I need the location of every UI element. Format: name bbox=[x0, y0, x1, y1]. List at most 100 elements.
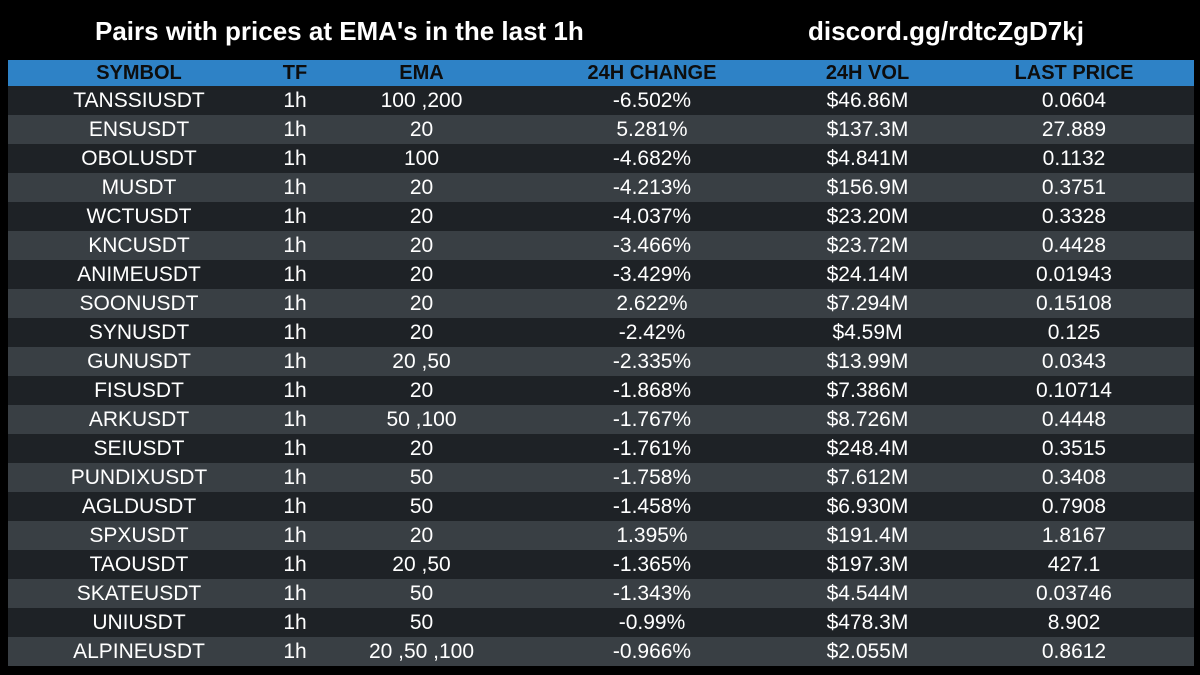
cell-tf: 1h bbox=[283, 610, 307, 634]
cell-24h-change: -1.758% bbox=[612, 465, 692, 489]
table-row[interactable]: ENSUSDT 1h 20 5.281% $137.3M 27.889 bbox=[8, 115, 1194, 144]
table-row[interactable]: OBOLUSDT 1h 100 -4.682% $4.841M 0.1132 bbox=[8, 144, 1194, 173]
column-header-last-price[interactable]: LAST PRICE bbox=[1014, 61, 1134, 84]
discord-link[interactable]: discord.gg/rdtcZgD7kj bbox=[808, 16, 1084, 46]
table-row[interactable]: ANIMEUSDT 1h 20 -3.429% $24.14M 0.01943 bbox=[8, 260, 1194, 289]
cell-last-price: 0.3751 bbox=[1041, 175, 1107, 199]
cell-24h-vol: $8.726M bbox=[826, 407, 909, 431]
cell-ema: 20 bbox=[409, 378, 434, 402]
cell-symbol: ENSUSDT bbox=[88, 117, 190, 141]
cell-tf: 1h bbox=[283, 465, 307, 489]
cell-24h-vol: $7.386M bbox=[826, 378, 909, 402]
cell-symbol: FISUSDT bbox=[94, 378, 184, 402]
cell-ema: 20 bbox=[409, 262, 434, 286]
cell-symbol: SPXUSDT bbox=[89, 523, 189, 547]
table-row[interactable]: KNCUSDT 1h 20 -3.466% $23.72M 0.4428 bbox=[8, 231, 1194, 260]
cell-ema: 20 bbox=[409, 523, 434, 547]
cell-symbol: WCTUSDT bbox=[86, 204, 192, 228]
cell-symbol: AGLDUSDT bbox=[81, 494, 197, 518]
column-header-ema[interactable]: EMA bbox=[399, 61, 444, 84]
cell-ema: 20 bbox=[409, 436, 434, 460]
table-row[interactable]: SYNUSDT 1h 20 -2.42% $4.59M 0.125 bbox=[8, 318, 1194, 347]
table-row[interactable]: SPXUSDT 1h 20 1.395% $191.4M 1.8167 bbox=[8, 521, 1194, 550]
table-row[interactable]: ARKUSDT 1h 50 ,100 -1.767% $8.726M 0.4448 bbox=[8, 405, 1194, 434]
cell-ema: 50 ,100 bbox=[386, 407, 457, 431]
cell-tf: 1h bbox=[283, 639, 307, 663]
column-header-24h-change[interactable]: 24H CHANGE bbox=[587, 61, 717, 84]
cell-ema: 20 bbox=[409, 320, 434, 344]
cell-ema: 20 ,50 ,100 bbox=[368, 639, 475, 663]
header: Pairs with prices at EMA's in the last 1… bbox=[0, 0, 1200, 60]
cell-last-price: 0.10714 bbox=[1036, 378, 1112, 402]
cell-symbol: GUNUSDT bbox=[87, 349, 191, 373]
cell-ema: 20 bbox=[409, 117, 434, 141]
table-row[interactable]: AGLDUSDT 1h 50 -1.458% $6.930M 0.7908 bbox=[8, 492, 1194, 521]
cell-24h-change: 1.395% bbox=[616, 523, 688, 547]
cell-24h-change: -2.42% bbox=[618, 320, 686, 344]
cell-24h-change: 5.281% bbox=[616, 117, 688, 141]
table-row[interactable]: PUNDIXUSDT 1h 50 -1.758% $7.612M 0.3408 bbox=[8, 463, 1194, 492]
table-row[interactable]: TAOUSDT 1h 20 ,50 -1.365% $197.3M 427.1 bbox=[8, 550, 1194, 579]
cell-tf: 1h bbox=[283, 117, 307, 141]
cell-24h-vol: $137.3M bbox=[826, 117, 909, 141]
cell-last-price: 27.889 bbox=[1041, 117, 1107, 141]
cell-symbol: TAOUSDT bbox=[89, 552, 189, 576]
cell-ema: 20 bbox=[409, 175, 434, 199]
cell-24h-change: 2.622% bbox=[616, 291, 688, 315]
cell-24h-vol: $46.86M bbox=[826, 88, 909, 112]
cell-last-price: 0.4428 bbox=[1041, 233, 1107, 257]
cell-last-price: 0.0604 bbox=[1041, 88, 1107, 112]
cell-tf: 1h bbox=[283, 552, 307, 576]
cell-tf: 1h bbox=[283, 436, 307, 460]
cell-last-price: 0.01943 bbox=[1036, 262, 1112, 286]
cell-24h-vol: $23.20M bbox=[826, 204, 909, 228]
cell-symbol: MUSDT bbox=[101, 175, 177, 199]
cell-24h-change: -1.767% bbox=[612, 407, 692, 431]
table-row[interactable]: TANSSIUSDT 1h 100 ,200 -6.502% $46.86M 0.0604 bbox=[8, 86, 1194, 115]
table-row[interactable]: GUNUSDT 1h 20 ,50 -2.335% $13.99M 0.0343 bbox=[8, 347, 1194, 376]
cell-24h-change: -0.966% bbox=[612, 639, 692, 663]
table-row[interactable]: SKATEUSDT 1h 50 -1.343% $4.544M 0.03746 bbox=[8, 579, 1194, 608]
column-header-24h-vol[interactable]: 24H VOL bbox=[825, 61, 910, 84]
cell-last-price: 0.15108 bbox=[1036, 291, 1112, 315]
table-row[interactable]: MUSDT 1h 20 -4.213% $156.9M 0.3751 bbox=[8, 173, 1194, 202]
cell-tf: 1h bbox=[283, 349, 307, 373]
cell-ema: 50 bbox=[409, 581, 434, 605]
table-row[interactable]: SEIUSDT 1h 20 -1.761% $248.4M 0.3515 bbox=[8, 434, 1194, 463]
cell-last-price: 0.3515 bbox=[1041, 436, 1107, 460]
cell-symbol: OBOLUSDT bbox=[81, 146, 197, 170]
cell-tf: 1h bbox=[283, 523, 307, 547]
table-body: TANSSIUSDT 1h 100 ,200 -6.502% $46.86M 0.0604… bbox=[8, 86, 1194, 666]
cell-symbol: ALPINEUSDT bbox=[73, 639, 205, 663]
column-header-symbol[interactable]: SYMBOL bbox=[96, 61, 182, 84]
cell-tf: 1h bbox=[283, 88, 307, 112]
cell-symbol: SYNUSDT bbox=[88, 320, 190, 344]
column-header-tf[interactable]: TF bbox=[282, 61, 308, 84]
cell-last-price: 0.03746 bbox=[1036, 581, 1112, 605]
cell-24h-change: -3.429% bbox=[612, 262, 692, 286]
cell-ema: 20 bbox=[409, 233, 434, 257]
table-row[interactable]: SOONUSDT 1h 20 2.622% $7.294M 0.15108 bbox=[8, 289, 1194, 318]
cell-24h-change: -6.502% bbox=[612, 88, 692, 112]
cell-ema: 50 bbox=[409, 610, 434, 634]
table-row[interactable]: ALPINEUSDT 1h 20 ,50 ,100 -0.966% $2.055M 0.8… bbox=[8, 637, 1194, 666]
cell-last-price: 1.8167 bbox=[1041, 523, 1107, 547]
cell-last-price: 0.0343 bbox=[1041, 349, 1107, 373]
cell-24h-vol: $4.841M bbox=[826, 146, 909, 170]
cell-symbol: TANSSIUSDT bbox=[73, 88, 205, 112]
cell-24h-change: -2.335% bbox=[612, 349, 692, 373]
cell-last-price: 0.3328 bbox=[1041, 204, 1107, 228]
cell-last-price: 0.4448 bbox=[1041, 407, 1107, 431]
cell-symbol: KNCUSDT bbox=[88, 233, 190, 257]
cell-symbol: UNIUSDT bbox=[92, 610, 186, 634]
cell-ema: 50 bbox=[409, 494, 434, 518]
cell-24h-vol: $7.612M bbox=[826, 465, 909, 489]
cell-24h-vol: $6.930M bbox=[826, 494, 909, 518]
cell-last-price: 0.125 bbox=[1047, 320, 1101, 344]
table-row[interactable]: UNIUSDT 1h 50 -0.99% $478.3M 8.902 bbox=[8, 608, 1194, 637]
cell-tf: 1h bbox=[283, 146, 307, 170]
table-row[interactable]: WCTUSDT 1h 20 -4.037% $23.20M 0.3328 bbox=[8, 202, 1194, 231]
cell-24h-vol: $4.544M bbox=[826, 581, 909, 605]
table-row[interactable]: FISUSDT 1h 20 -1.868% $7.386M 0.10714 bbox=[8, 376, 1194, 405]
cell-tf: 1h bbox=[283, 378, 307, 402]
